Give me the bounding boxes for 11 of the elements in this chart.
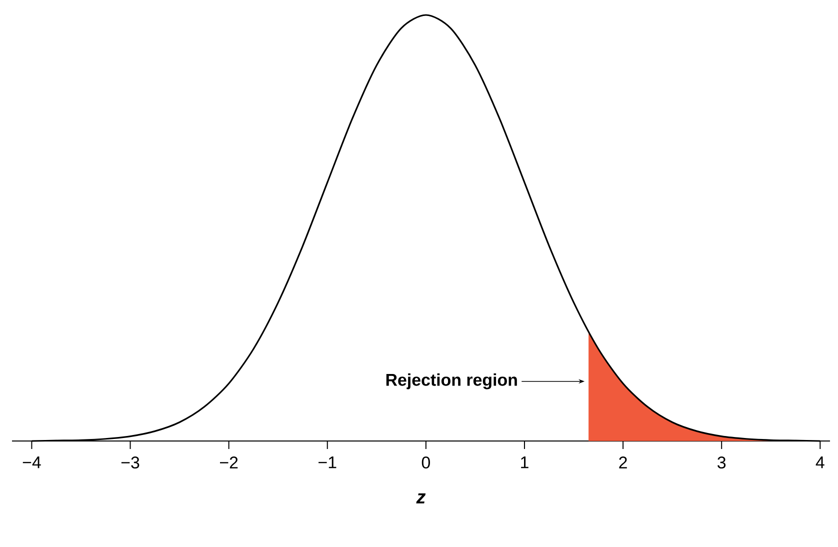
x-tick-label: −4 [22,456,41,468]
annotation: Rejection region [386,373,517,390]
x-tick-label: 1 [521,456,528,468]
x-tick-label: −2 [220,456,238,468]
x-axis-title: z [416,493,426,504]
x-tick-label: −1 [318,456,336,468]
x-tick-label: 0 [422,456,430,469]
x-tick-label: 3 [718,456,726,469]
x-tick-label: 2 [619,456,627,468]
x-tick-label: −3 [121,456,140,469]
x-tick-label: 4 [816,456,824,468]
